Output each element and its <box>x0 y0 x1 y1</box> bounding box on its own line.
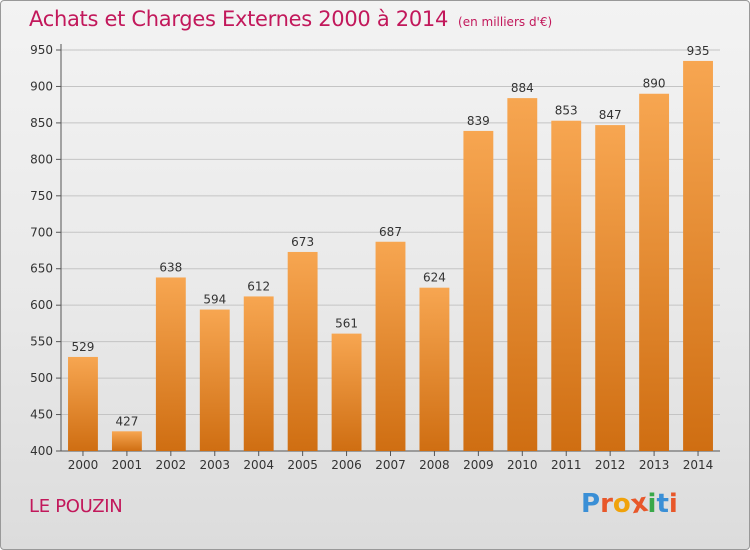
bar <box>199 309 230 451</box>
chart-subtitle: (en milliers d'€) <box>458 15 553 29</box>
y-tick-label: 500 <box>30 371 53 385</box>
chart-title: Achats et Charges Externes 2000 à 2014 <box>29 7 449 31</box>
y-tick-label: 650 <box>30 262 53 276</box>
x-tick-label: 2010 <box>507 458 538 472</box>
x-tick-label: 2014 <box>683 458 714 472</box>
town-name: LE POUZIN <box>29 496 123 517</box>
y-tick-label: 950 <box>30 43 53 57</box>
x-tick-label: 2012 <box>595 458 626 472</box>
bar <box>595 125 626 451</box>
bar <box>331 333 362 451</box>
y-tick-label: 850 <box>30 116 53 130</box>
x-tick-label: 2004 <box>243 458 274 472</box>
bar-value-label: 529 <box>72 340 95 354</box>
bar <box>68 356 98 451</box>
y-tick-label: 450 <box>30 408 53 422</box>
bar <box>419 287 450 451</box>
logo-letter: i <box>668 489 678 519</box>
bar <box>683 60 713 451</box>
bar-layer <box>68 60 713 452</box>
y-tick-label: 700 <box>30 225 53 239</box>
bar-value-label: 935 <box>687 44 710 58</box>
x-tick-label: 2011 <box>551 458 582 472</box>
logo-letter: r <box>600 489 613 519</box>
x-tick-label: 2002 <box>156 458 187 472</box>
label-layer: 529 427 638 594 612 673 561 687 624 839 884 853 847 8… <box>72 44 710 428</box>
x-tick-label: 2007 <box>375 458 406 472</box>
x-tick-label: 2006 <box>331 458 362 472</box>
bar <box>375 241 406 451</box>
bar-value-label: 847 <box>599 108 622 122</box>
bar-value-label: 594 <box>203 293 226 307</box>
x-tick-label: 2008 <box>419 458 450 472</box>
bar <box>155 277 186 451</box>
x-tick-label: 2009 <box>463 458 494 472</box>
bar-value-label: 839 <box>467 114 490 128</box>
y-tick-label: 900 <box>30 79 53 93</box>
bar-value-label: 687 <box>379 225 402 239</box>
x-tick-label: 2001 <box>112 458 143 472</box>
axis-layer: 400 450 500 550 600 650 700 750 800 850 900 950 2000… <box>30 43 720 472</box>
bar <box>551 120 582 452</box>
bar-value-label: 624 <box>423 271 446 285</box>
x-tick-label: 2013 <box>639 458 670 472</box>
bar-value-label: 638 <box>159 260 182 274</box>
logo-letter: P <box>581 489 601 519</box>
bar <box>639 93 670 451</box>
y-tick-label: 550 <box>30 335 53 349</box>
bar <box>507 98 538 452</box>
x-tick-label: 2005 <box>287 458 318 472</box>
bar <box>287 251 318 451</box>
bar-value-label: 612 <box>247 279 270 293</box>
title-row: Achats et Charges Externes 2000 à 2014 (e… <box>29 7 552 37</box>
y-tick-label: 750 <box>30 189 53 203</box>
x-tick-label: 2003 <box>199 458 230 472</box>
bar <box>111 431 142 451</box>
proxiti-logo: Proxiti <box>581 488 678 520</box>
y-tick-label: 600 <box>30 298 53 312</box>
bar-value-label: 561 <box>335 317 358 331</box>
bar-value-label: 884 <box>511 81 534 95</box>
y-tick-label: 800 <box>30 152 53 166</box>
x-tick-label: 2000 <box>68 458 99 472</box>
logo-letter: i <box>647 489 657 519</box>
bar-value-label: 853 <box>555 104 578 118</box>
bar-value-label: 890 <box>643 77 666 91</box>
bar-value-label: 673 <box>291 235 314 249</box>
bar-value-label: 427 <box>115 414 138 428</box>
y-tick-label: 400 <box>30 444 53 458</box>
bar <box>243 296 274 451</box>
logo-letter: t <box>656 489 669 519</box>
bar <box>463 130 494 452</box>
logo-letter: o <box>612 489 631 519</box>
